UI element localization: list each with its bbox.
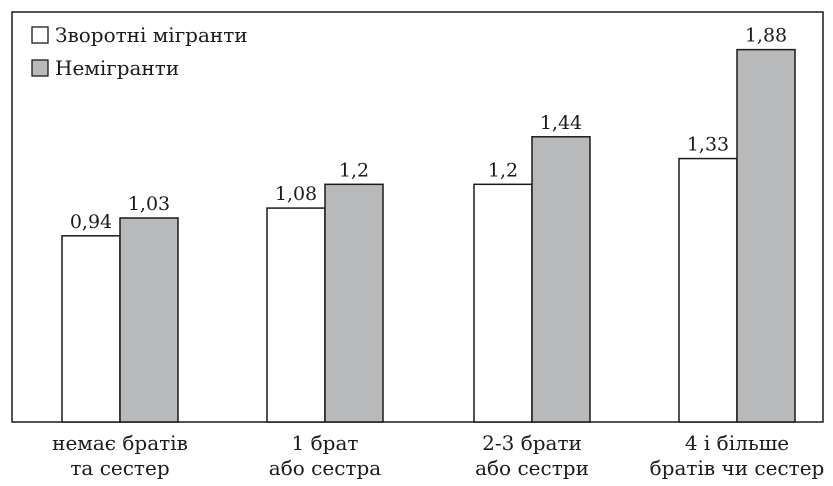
category-label-line: або сестри	[475, 456, 589, 480]
data-label: 1,03	[128, 193, 170, 215]
data-label: 1,2	[339, 159, 369, 181]
bars-layer	[61, 48, 796, 423]
bar-non-migrants-4	[736, 48, 796, 423]
data-label: 1,2	[488, 159, 518, 181]
legend: Зворотні мігранти Немігранти	[31, 23, 248, 80]
legend-swatch	[31, 59, 49, 77]
legend-swatch	[31, 26, 49, 44]
legend-label: Зворотні мігранти	[55, 23, 248, 47]
category-label-line: та сестер	[70, 456, 169, 480]
category-label-line: 2-3 брати	[482, 431, 582, 455]
bar-non-migrants-1	[119, 217, 179, 423]
bar-return-migrants-1	[61, 235, 121, 423]
bar-return-migrants-2	[266, 207, 326, 423]
bar-return-migrants-4	[678, 157, 738, 423]
bar-return-migrants-3	[473, 183, 533, 423]
data-label: 0,94	[70, 211, 112, 233]
category-label-line: або сестра	[269, 456, 381, 480]
bar-non-migrants-2	[324, 183, 384, 423]
category-label-line: братів чи сестер	[650, 456, 825, 480]
data-label: 1,44	[540, 112, 582, 134]
bar-non-migrants-3	[531, 136, 591, 423]
category-label-line: 4 і більше	[685, 431, 789, 455]
category-label-line: немає братів	[52, 431, 188, 455]
value-labels-layer: 0,94 1,03 1,08 1,2 1,2 1,44 1,33 1,88	[70, 25, 787, 233]
data-label: 1,88	[745, 25, 787, 47]
plot-frame	[11, 11, 824, 423]
data-label: 1,33	[687, 134, 729, 156]
category-label-line: 1 брат	[292, 431, 359, 455]
legend-label: Немігранти	[55, 56, 179, 80]
data-label: 1,08	[275, 183, 317, 205]
